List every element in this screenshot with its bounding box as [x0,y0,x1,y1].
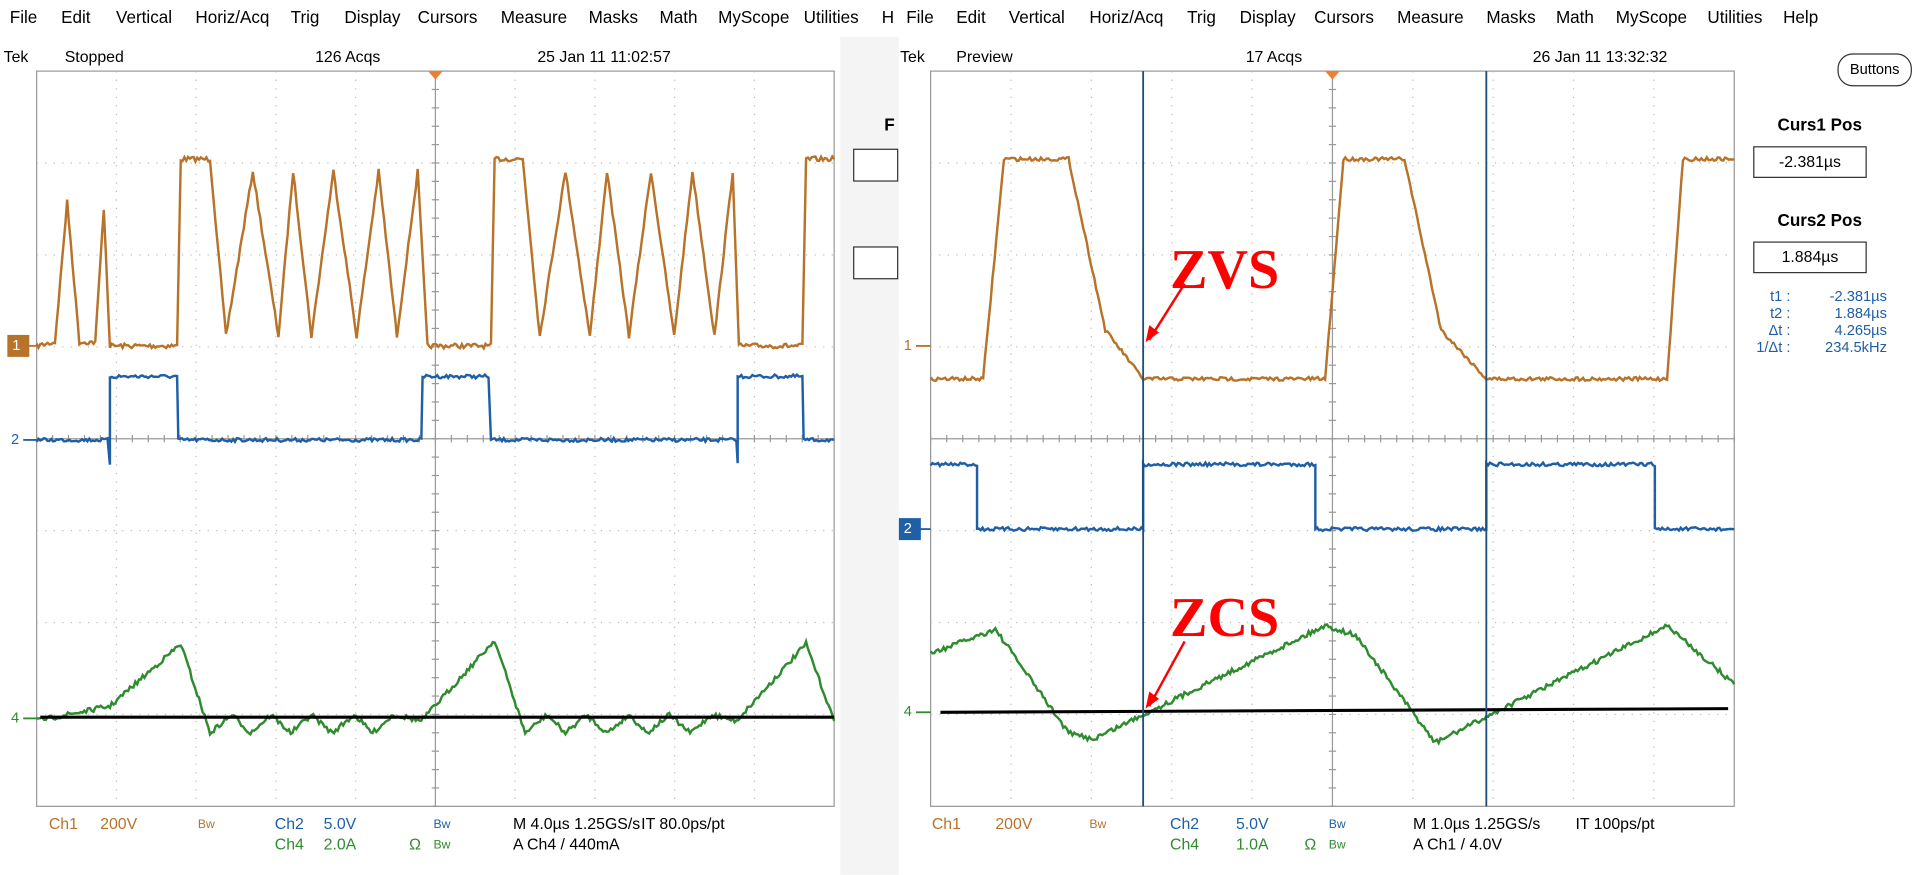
reading-label: Δt : [1768,323,1790,339]
readout-text: Ch2 [275,816,304,833]
annotation: ZVS [1170,239,1279,301]
menu-item[interactable]: Utilities [804,8,859,27]
reading-value: 234.5kHz [1825,340,1887,356]
menu-item[interactable]: Trig [291,8,320,27]
status-text: Tek [900,49,925,66]
menu-item[interactable]: MyScope [718,8,789,27]
menu-item[interactable]: Edit [956,8,986,27]
status-text: 17 Acqs [1246,49,1302,66]
menu-item[interactable]: Math [1556,8,1594,27]
status-text: Tek [4,49,29,66]
menu-item[interactable]: Edit [61,8,91,27]
reading-value: -2.381µs [1830,289,1887,305]
curs1-label: Curs1 Pos [1777,116,1861,135]
readout-text: 2.0A [324,837,357,854]
menu-item[interactable]: Measure [501,8,567,27]
curs1-value: -2.381µs [1779,154,1841,171]
fragment-box [854,247,898,279]
menu-item[interactable]: Trig [1187,8,1216,27]
page: {"left_scope":{"menu":["File","Edit","Ve… [0,0,1915,875]
reading-label: t2 : [1770,306,1790,322]
menu-item[interactable]: Help [1783,8,1818,27]
annotation: ZCS [1170,587,1279,649]
readout-text: Ch1 [932,816,961,833]
readout-text: A Ch4 / 440mA [513,837,620,854]
status-text: 126 Acqs [315,49,380,66]
readout-text: A Ch1 / 4.0V [1413,837,1502,854]
curs2-label: Curs2 Pos [1777,211,1861,230]
screenshot: File Edit Vertical Horiz/Acq Trig Display Curs… [0,0,1915,875]
readout-text: M 1.0µs 1.25GS/s [1413,816,1540,833]
menu-item[interactable]: Vertical [116,8,172,27]
reading-value: 4.265µs [1835,323,1887,339]
readout-text: Bw [434,838,451,852]
menu-item[interactable]: Horiz/Acq [195,8,269,27]
readout-text: Ω [1304,837,1316,854]
channel-marker: 4 [904,704,912,720]
channel-marker: 2 [11,432,19,448]
menu-item[interactable]: File [10,8,38,27]
fragment-text: F [884,116,894,135]
channel-marker: 2 [904,521,912,537]
status-text: Stopped [65,49,124,66]
curs2-value: 1.884µs [1782,249,1839,266]
readout-text: Bw [434,817,451,831]
menu-item[interactable]: Horiz/Acq [1089,8,1163,27]
readout-text: 200V [100,816,137,833]
menu-item[interactable]: Cursors [1314,8,1374,27]
menu-item[interactable]: Masks [1486,8,1535,27]
background [0,0,1915,874]
readout-text: 5.0V [324,816,357,833]
readout-text: Ch4 [275,837,304,854]
reading-value: 1.884µs [1835,306,1887,322]
channel-marker: 1 [12,338,20,354]
menu-item[interactable]: Display [344,8,400,27]
readout-text: Ω [409,837,421,854]
readout-text: Bw [1329,838,1346,852]
readout-text: Bw [1329,817,1346,831]
readout-text: 1.0A [1236,837,1269,854]
channel-marker: 4 [11,710,19,726]
reading-label: t1 : [1770,289,1790,305]
readout-text: Bw [1089,817,1106,831]
buttons-label[interactable]: Buttons [1850,62,1900,78]
menu-item[interactable]: File [906,8,934,27]
menu-item[interactable]: Cursors [418,8,478,27]
readout-text: 200V [995,816,1032,833]
status-text: Preview [956,49,1013,66]
menu-item[interactable]: Vertical [1009,8,1065,27]
menu-item[interactable]: Math [660,8,698,27]
readout-text: Ch1 [49,816,78,833]
readout-text: 5.0V [1236,816,1269,833]
readout-text: IT 100ps/pt [1575,816,1655,833]
readout-text: IT 80.0ps/pt [641,816,725,833]
reading-label: 1/Δt : [1756,340,1790,356]
menu-item[interactable]: H [882,8,894,27]
menu-item[interactable]: Measure [1397,8,1463,27]
readout-text: M 4.0µs 1.25GS/s [513,816,640,833]
channel-marker: 1 [904,338,912,354]
menu-item[interactable]: MyScope [1616,8,1687,27]
readout-text: Ch4 [1170,837,1199,854]
readout-text: Bw [198,817,215,831]
menu-item[interactable]: Display [1240,8,1296,27]
menu-item[interactable]: Masks [589,8,638,27]
readout-text: Ch2 [1170,816,1199,833]
status-text: 26 Jan 11 13:32:32 [1533,49,1668,66]
fragment-box [854,149,898,181]
status-text: 25 Jan 11 11:02:57 [537,49,671,66]
menu-item[interactable]: Utilities [1707,8,1762,27]
